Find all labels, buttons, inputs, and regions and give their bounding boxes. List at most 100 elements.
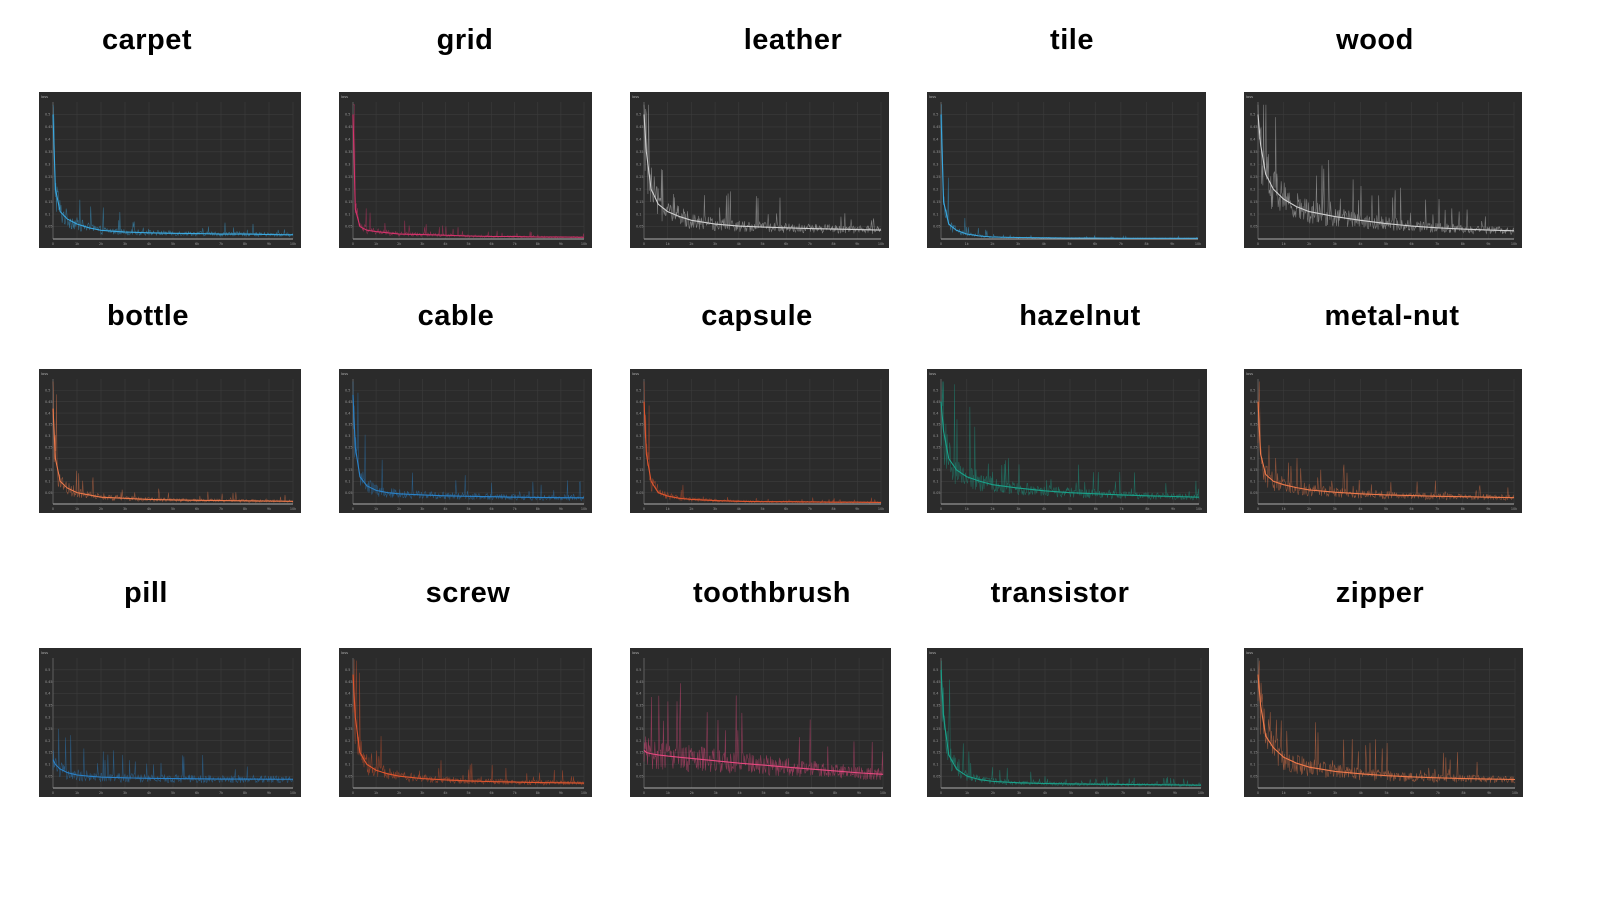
chart-svg: 0.5 0.45 0.4 0.35 0.3 0.25 0.2 0.15 0.1 0.05 0 1k 2k…	[1246, 95, 1517, 246]
x-tick-label: 5k	[761, 791, 765, 795]
chart-svg: 0.5 0.45 0.4 0.35 0.3 0.25 0.2 0.15 0.1 0.05 0 1k 2k…	[41, 372, 296, 511]
x-tick-label: 0	[940, 242, 942, 246]
y-tick-label: 0.45	[45, 125, 53, 129]
x-tick-label: 2k	[990, 242, 994, 246]
y-tick-label: 0.1	[933, 763, 938, 767]
x-tick-label: 5k	[760, 242, 764, 246]
y-tick-label: 0.35	[345, 150, 353, 154]
y-axis-label: loss	[341, 651, 348, 655]
y-tick-label: 0.05	[345, 774, 353, 778]
y-tick-label: 0.1	[345, 212, 350, 216]
y-tick-label: 0.4	[1250, 138, 1255, 142]
x-tick-label: 10k	[290, 242, 296, 246]
y-tick-label: 0.45	[1250, 680, 1258, 684]
x-tick-label: 1k	[1282, 242, 1286, 246]
y-tick-label: 0.25	[933, 727, 941, 731]
x-tick-label: 6k	[1410, 791, 1414, 795]
y-tick-label: 0.3	[933, 162, 938, 166]
y-tick-label: 0.05	[345, 491, 353, 495]
x-tick-label: 9k	[267, 242, 271, 246]
y-tick-label: 0.15	[636, 468, 644, 472]
x-tick-label: 8k	[1461, 242, 1465, 246]
loss-series-line	[52, 759, 293, 780]
x-tick-label: 7k	[1120, 507, 1124, 511]
y-tick-label: 0.3	[636, 162, 641, 166]
y-tick-label: 0.25	[636, 445, 644, 449]
x-tick-label: 9k	[1171, 507, 1175, 511]
x-tick-label: 2k	[397, 507, 401, 511]
x-tick-label: 7k	[219, 791, 223, 795]
chart-title-grid: grid	[436, 24, 494, 56]
x-tick-label: 9k	[267, 507, 271, 511]
y-tick-label: 0.4	[45, 692, 50, 696]
y-tick-label: 0.45	[345, 400, 353, 404]
y-tick-label: 0.45	[933, 400, 941, 404]
x-tick-label: 6k	[490, 507, 494, 511]
x-tick-label: 8k	[243, 791, 247, 795]
x-tick-label: 8k	[1147, 791, 1151, 795]
loss-chart-leather: 0.5 0.45 0.4 0.35 0.3 0.25 0.2 0.15 0.1 0.05 0 1k 2k…	[630, 92, 889, 248]
y-tick-label: 0.4	[1250, 692, 1255, 696]
x-tick-label: 6k	[1410, 242, 1414, 246]
y-tick-label: 0.35	[933, 150, 941, 154]
chart-svg: 0.5 0.45 0.4 0.35 0.3 0.25 0.2 0.15 0.1 0.05 0 1k 2k…	[632, 651, 886, 795]
x-tick-label: 1k	[965, 507, 969, 511]
x-tick-label: 8k	[536, 242, 540, 246]
y-tick-label: 0.3	[636, 715, 641, 719]
y-tick-label: 0.5	[636, 113, 641, 117]
y-tick-label: 0.2	[45, 457, 50, 461]
x-tick-label: 5k	[1067, 242, 1071, 246]
x-tick-label: 0	[352, 791, 354, 795]
y-tick-label: 0.4	[345, 138, 350, 142]
x-tick-label: 7k	[1436, 791, 1440, 795]
loss-chart-hazelnut: 0.5 0.45 0.4 0.35 0.3 0.25 0.2 0.15 0.1 0.05 0 1k 2k…	[927, 369, 1207, 513]
x-tick-label: 7k	[513, 791, 517, 795]
y-tick-label: 0.3	[933, 434, 938, 438]
loss-raw-trace	[52, 104, 294, 238]
x-tick-label: 8k	[243, 242, 247, 246]
y-tick-label: 0.3	[45, 434, 50, 438]
x-tick-label: 6k	[195, 791, 199, 795]
x-tick-label: 4k	[443, 791, 447, 795]
x-tick-label: 6k	[1094, 507, 1098, 511]
chart-title-pill: pill	[124, 577, 168, 609]
x-tick-label: 1k	[666, 507, 670, 511]
y-tick-label: 0.4	[1250, 411, 1255, 415]
y-tick-label: 0.4	[933, 411, 938, 415]
y-tick-label: 0.35	[1250, 703, 1258, 707]
y-tick-label: 0.2	[1250, 187, 1255, 191]
y-tick-label: 0.25	[636, 727, 644, 731]
x-tick-label: 6k	[195, 242, 199, 246]
x-tick-label: 9k	[857, 791, 861, 795]
chart-svg: 0.5 0.45 0.4 0.35 0.3 0.25 0.2 0.15 0.1 0.05 0 1k 2k…	[41, 95, 296, 246]
y-tick-label: 0.5	[45, 113, 50, 117]
y-tick-label: 0.1	[636, 763, 641, 767]
y-tick-label: 0.15	[1250, 751, 1258, 755]
x-tick-label: 6k	[784, 507, 788, 511]
x-tick-label: 10k	[878, 507, 884, 511]
x-tick-label: 5k	[760, 507, 764, 511]
x-tick-label: 8k	[536, 507, 540, 511]
y-tick-label: 0.4	[636, 411, 641, 415]
chart-svg: 0.5 0.45 0.4 0.35 0.3 0.25 0.2 0.15 0.1 0.05 0 1k 2k…	[929, 95, 1201, 246]
chart-svg: 0.5 0.45 0.4 0.35 0.3 0.25 0.2 0.15 0.1 0.05 0 1k 2k…	[1246, 651, 1518, 795]
x-tick-label: 7k	[513, 242, 517, 246]
chart-svg: 0.5 0.45 0.4 0.35 0.3 0.25 0.2 0.15 0.1 0.05 0 1k 2k…	[632, 372, 884, 511]
x-tick-label: 2k	[991, 791, 995, 795]
x-tick-label: 9k	[1486, 507, 1490, 511]
x-tick-label: 10k	[581, 242, 587, 246]
y-tick-label: 0.3	[933, 715, 938, 719]
y-tick-label: 0.35	[636, 423, 644, 427]
y-tick-label: 0.1	[1250, 212, 1255, 216]
y-tick-label: 0.25	[345, 727, 353, 731]
y-tick-label: 0.35	[933, 703, 941, 707]
loss-series-line	[940, 114, 1198, 239]
y-tick-label: 0.15	[345, 468, 353, 472]
x-tick-label: 7k	[1121, 791, 1125, 795]
x-tick-label: 4k	[1042, 507, 1046, 511]
x-tick-label: 9k	[559, 507, 563, 511]
y-tick-label: 0.1	[636, 212, 641, 216]
x-tick-label: 0	[1257, 242, 1259, 246]
y-tick-label: 0.25	[345, 445, 353, 449]
y-tick-label: 0.45	[345, 125, 353, 129]
